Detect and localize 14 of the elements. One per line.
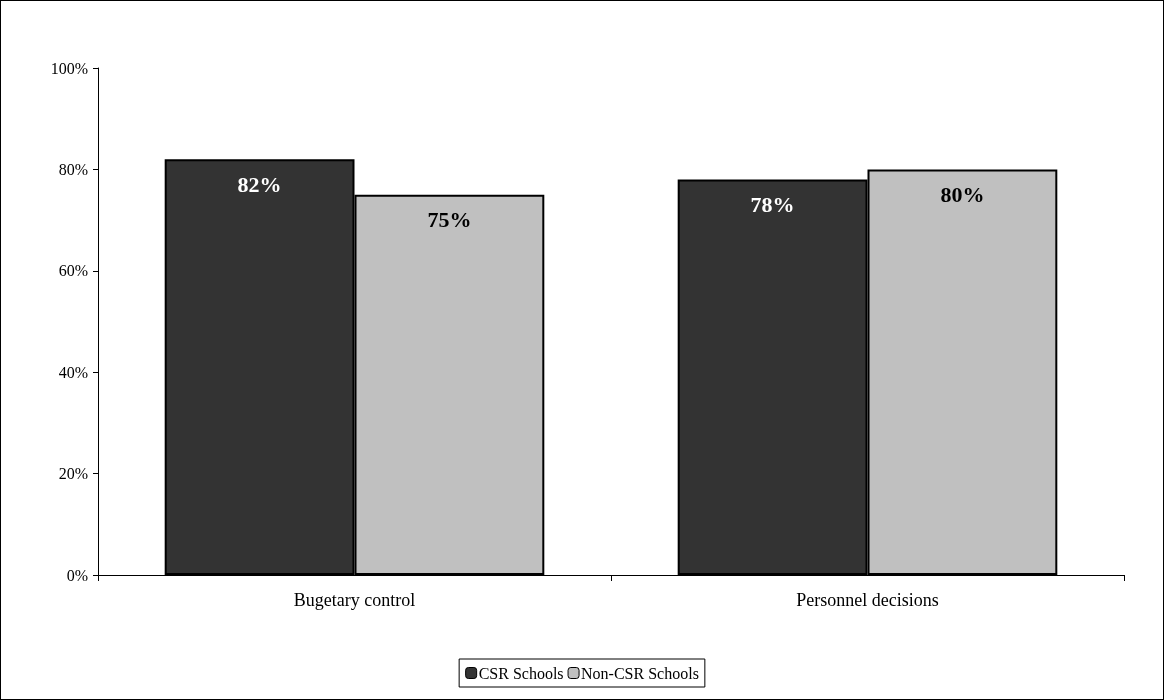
y-tick-label: 20% <box>58 465 88 483</box>
legend-label: CSR Schools <box>478 664 564 682</box>
y-tick-label: 0% <box>66 566 88 584</box>
y-tick-label: 60% <box>58 262 88 280</box>
y-tick-label: 40% <box>58 363 88 381</box>
data-label: 80% <box>940 181 985 207</box>
data-label: 78% <box>750 192 795 218</box>
x-tick-label: Personnel decisions <box>796 590 939 610</box>
data-label: 82% <box>237 171 282 197</box>
y-tick-label: 100% <box>50 59 88 77</box>
legend-label: Non-CSR Schools <box>581 664 699 682</box>
data-label: 75% <box>427 207 472 233</box>
y-tick-label: 80% <box>58 160 88 178</box>
x-tick-label: Bugetary control <box>293 590 416 610</box>
